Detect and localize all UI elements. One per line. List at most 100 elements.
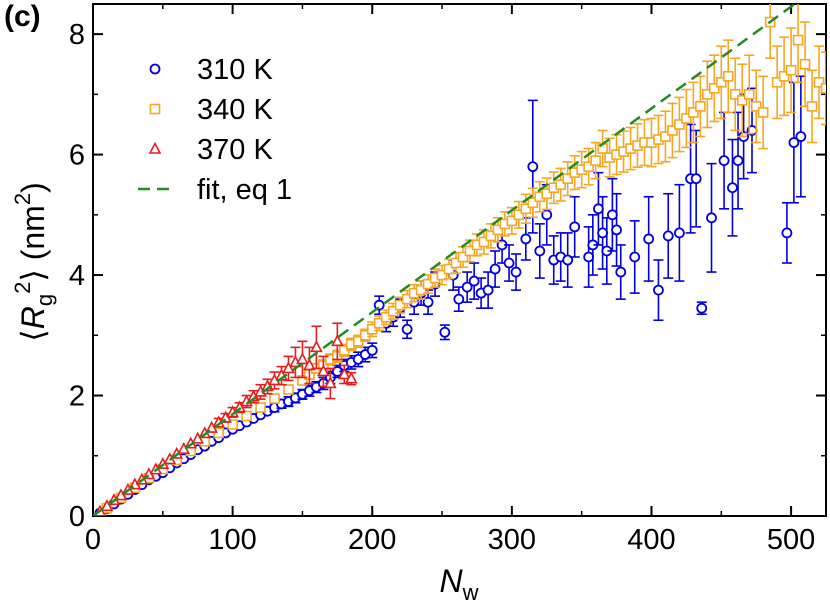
data-point [366, 344, 378, 356]
data-point [785, 64, 797, 76]
y-axis-label: ⟨Rg2⟩ (nm2) [10, 182, 57, 341]
data-point [732, 155, 744, 167]
data-point [527, 161, 539, 173]
data-point [695, 101, 706, 112]
x-tick-label: 100 [208, 524, 256, 556]
plot-frame [92, 3, 827, 517]
x-tick-label: 300 [488, 524, 536, 556]
data-point [387, 305, 399, 317]
data-point [727, 182, 738, 194]
data-point [583, 251, 595, 263]
data-point [611, 224, 622, 236]
data-point [520, 233, 532, 245]
series-370-k [93, 322, 358, 516]
axis-labels: Nw ⟨Rg2⟩ (nm2) [10, 182, 479, 602]
legend-entry: 370 K [148, 134, 273, 166]
legend-entry: 310 K [149, 54, 273, 86]
data-point [506, 215, 518, 227]
data-point [702, 89, 713, 100]
data-point [503, 257, 515, 269]
data-point [722, 70, 734, 82]
legend-marker-icon [149, 103, 161, 115]
data-point [597, 227, 609, 239]
data-point [439, 326, 451, 338]
data-point [492, 224, 504, 236]
data-point [690, 173, 702, 185]
legend-entry: 340 K [149, 94, 273, 126]
data-point [750, 101, 762, 112]
data-point [457, 251, 469, 263]
data-point [394, 299, 406, 311]
data-point [736, 95, 748, 106]
data-point [629, 251, 641, 263]
data-point [520, 203, 532, 215]
data-point [359, 329, 371, 341]
legend-label: fit, eq 1 [197, 174, 292, 206]
data-point [436, 269, 448, 281]
data-point [366, 323, 378, 335]
legend-label: 310 K [197, 54, 273, 86]
data-point [615, 266, 627, 278]
data-point [795, 131, 807, 142]
data-point [443, 263, 455, 275]
data-point [562, 173, 574, 184]
legend-entry: fit, eq 1 [138, 174, 292, 206]
x-tick-label: 200 [348, 524, 396, 556]
data-point [241, 410, 252, 422]
data-point [324, 376, 337, 389]
y-tick-label: 2 [69, 381, 85, 413]
axes-group: 0 100 200 300 400 500 0 2 4 6 8 [69, 3, 827, 556]
data-point [415, 284, 427, 296]
data-point [513, 209, 525, 221]
y-tick-label: 6 [69, 140, 85, 172]
data-point [464, 245, 476, 257]
y-tick-label: 0 [69, 501, 85, 533]
data-point [100, 499, 114, 512]
x-tick-label: 500 [767, 524, 815, 556]
x-tick-label: 0 [85, 524, 101, 556]
data-point [282, 361, 295, 374]
data-point [706, 212, 717, 224]
data-point [450, 257, 462, 269]
data-point [527, 197, 539, 209]
data-point [674, 119, 685, 130]
data-point [534, 245, 546, 257]
data-point [485, 230, 497, 242]
data-point [590, 155, 601, 166]
data-point [688, 107, 699, 118]
data-point [771, 77, 783, 88]
data-point [310, 340, 323, 353]
data-point [255, 402, 266, 413]
data-point [380, 311, 392, 323]
data-point [373, 317, 385, 329]
data-point [667, 125, 678, 136]
data-point [778, 70, 790, 82]
data-point [757, 107, 769, 118]
data-point [674, 227, 685, 239]
data-point [478, 236, 490, 248]
y-tick-label: 4 [69, 260, 85, 292]
legend-marker-icon [148, 141, 162, 154]
data-point [743, 89, 755, 100]
data-point [593, 203, 604, 215]
data-point [344, 371, 358, 384]
data-point [729, 89, 741, 100]
data-point [296, 352, 309, 365]
data-point [583, 161, 594, 172]
legend: 310 K 340 K 370 K fit, eq 1 [138, 54, 292, 206]
data-point [781, 227, 793, 239]
data-point [813, 77, 825, 88]
data-point [662, 230, 674, 242]
data-point [606, 209, 618, 221]
data-point [715, 77, 727, 88]
data-point [799, 58, 811, 70]
y-tick-label: 8 [69, 19, 85, 51]
legend-label: 340 K [197, 94, 273, 126]
data-point [653, 284, 664, 296]
panel-label: (c) [4, 0, 41, 33]
data-point [401, 293, 413, 305]
x-axis-label: Nw [440, 563, 479, 602]
data-point [569, 221, 581, 233]
data-point [510, 266, 522, 278]
